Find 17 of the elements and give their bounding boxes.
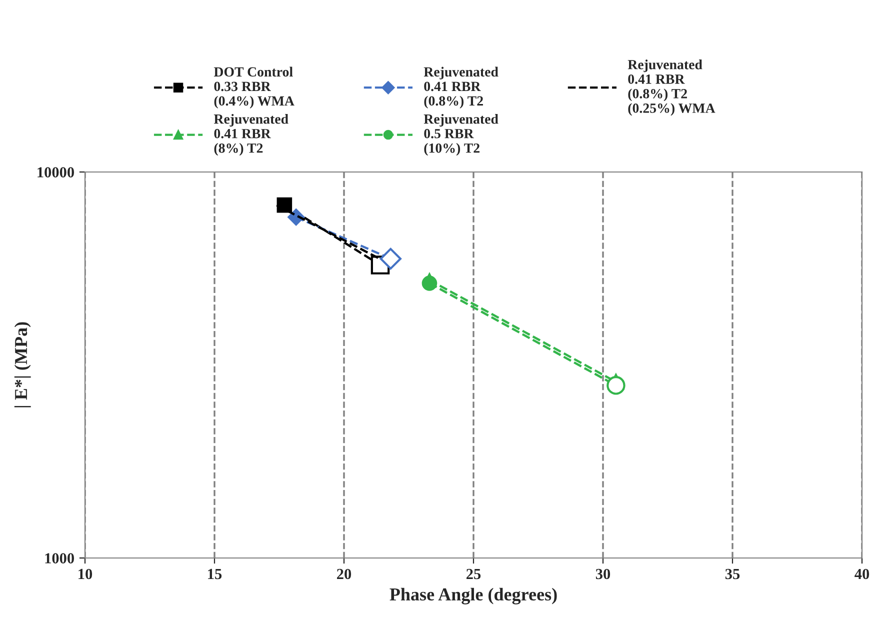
y-tick-label: 1000 <box>45 553 74 564</box>
x-tick-label: 25 <box>466 568 481 580</box>
x-tick-label: 15 <box>208 568 222 580</box>
y-tick-label: 10000 <box>38 167 74 178</box>
legend-label: Rejuvenated 0.41 RBR (0.8%) T2 <box>424 66 498 108</box>
x-axis-title: Phase Angle (degrees) <box>390 588 557 604</box>
x-tick-label: 40 <box>854 568 870 580</box>
x-tick-label: 20 <box>337 568 352 580</box>
x-tick-label: 10 <box>78 568 92 580</box>
legend-label: DOT Control 0.33 RBR (0.4%) WMA <box>214 66 294 108</box>
legend-label: Rejuvenated 0.41 RBR (0.8%) T2 (0.25%) WMA <box>628 60 716 116</box>
x-tick-label: 35 <box>725 568 740 580</box>
y-axis-title: | E*| (MPa) <box>14 322 31 408</box>
legend-label: Rejuvenated 0.41 RBR (8%) T2 <box>214 114 288 156</box>
legend-label: Rejuvenated 0.5 RBR (10%) T2 <box>424 114 498 156</box>
point <box>422 276 438 291</box>
x-tick-label: 30 <box>596 568 610 580</box>
